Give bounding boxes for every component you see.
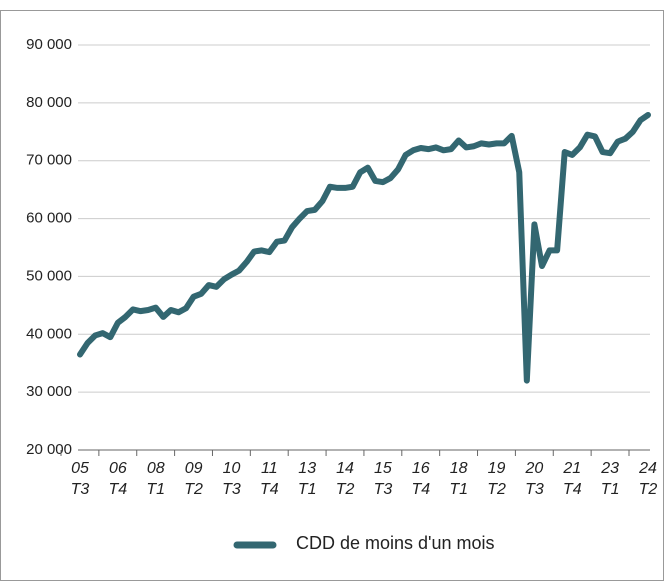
x-tick-label: T4	[109, 481, 128, 498]
y-tick-label: 20 000	[26, 441, 72, 458]
x-tick-label: 10	[223, 460, 241, 477]
x-tick-label: 15	[374, 460, 392, 477]
y-tick-label: 50 000	[26, 267, 72, 284]
y-tick-label: 40 000	[26, 325, 72, 342]
x-tick-label: T1	[298, 481, 317, 498]
legend-label: CDD de moins d'un mois	[296, 533, 495, 553]
y-tick-label: 90 000	[26, 36, 72, 53]
x-tick-label: 24	[638, 460, 657, 477]
series-line	[77, 112, 651, 384]
x-tick-label: T4	[411, 481, 430, 498]
x-tick-label: T2	[184, 481, 203, 498]
x-tick-label: T1	[601, 481, 620, 498]
x-tick-label: 08	[147, 460, 165, 477]
x-tick-label: 14	[336, 460, 354, 477]
x-tick-label: 05	[71, 460, 89, 477]
x-tick-label: 06	[109, 460, 127, 477]
x-tick-label: T2	[336, 481, 355, 498]
x-tick-label: 20	[525, 460, 544, 477]
x-tick-label: T1	[146, 481, 165, 498]
x-tick-label: 09	[185, 460, 203, 477]
x-tick-label: 13	[298, 460, 316, 477]
x-tick-label: T4	[260, 481, 279, 498]
x-tick-label: 23	[600, 460, 619, 477]
y-tick-label: 30 000	[26, 383, 72, 400]
x-tick-label: 21	[562, 460, 581, 477]
x-tick-label: T4	[563, 481, 582, 498]
x-tick-label: T3	[71, 481, 90, 498]
x-tick-label: 11	[261, 460, 278, 477]
x-tick-label: 16	[412, 460, 430, 477]
x-tick-label: T2	[639, 481, 658, 498]
x-tick-label: T2	[487, 481, 506, 498]
x-tick-label: T3	[525, 481, 544, 498]
y-tick-label: 80 000	[26, 94, 72, 111]
x-tick-label: T3	[374, 481, 393, 498]
x-tick-label: 18	[450, 460, 468, 477]
x-tick-label: 19	[488, 460, 506, 477]
x-tick-label: T3	[222, 481, 241, 498]
y-tick-label: 60 000	[26, 210, 72, 227]
x-tick-label: T1	[449, 481, 468, 498]
y-tick-label: 70 000	[26, 152, 72, 169]
